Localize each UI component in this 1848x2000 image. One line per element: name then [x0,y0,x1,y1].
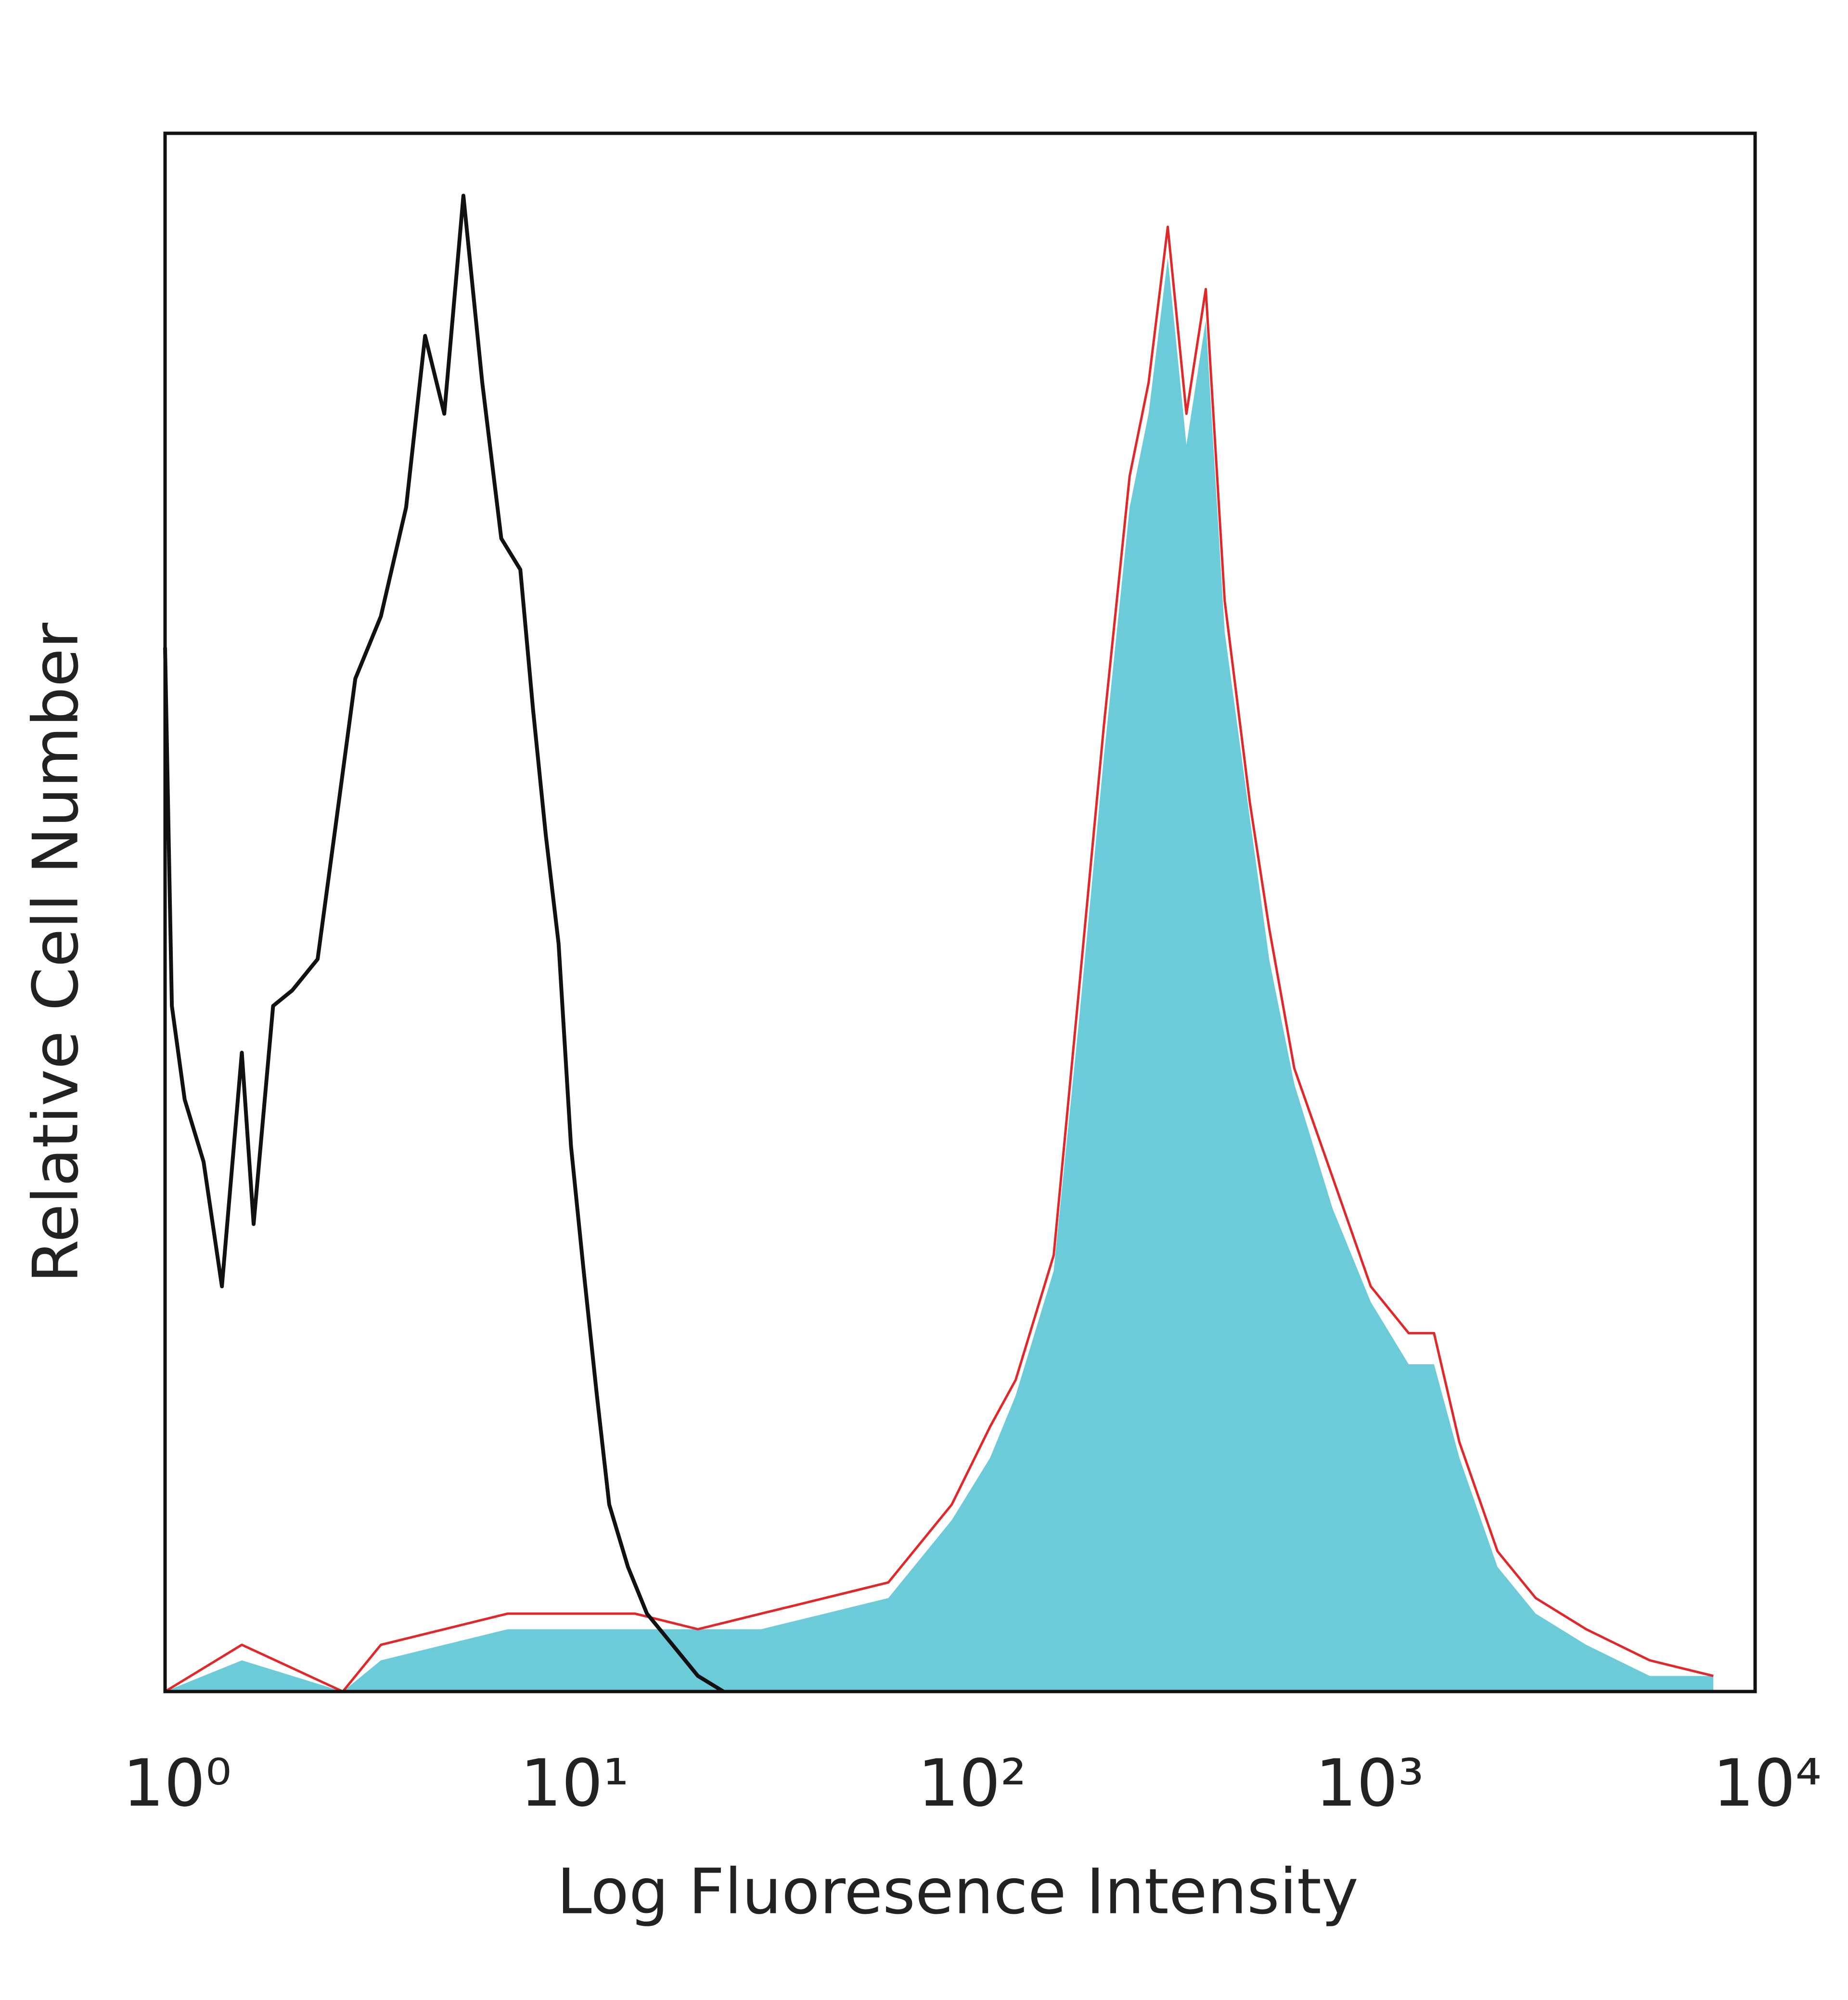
x-tick-label: 10¹ [520,1745,629,1821]
line [163,193,725,1693]
x-tick-label: 10⁰ [123,1745,231,1821]
x-tick-label: 10³ [1315,1745,1424,1821]
x-tick-label: 10² [918,1745,1027,1821]
y-axis-label: Relative Cell Number [19,622,92,1283]
x-tick-label: 10⁴ [1713,1745,1822,1821]
line [164,225,1714,1693]
area [165,258,1714,1692]
plot-frame [163,131,1757,1693]
x-axis-label: Log Fluoresence Intensity [557,1855,1359,1928]
